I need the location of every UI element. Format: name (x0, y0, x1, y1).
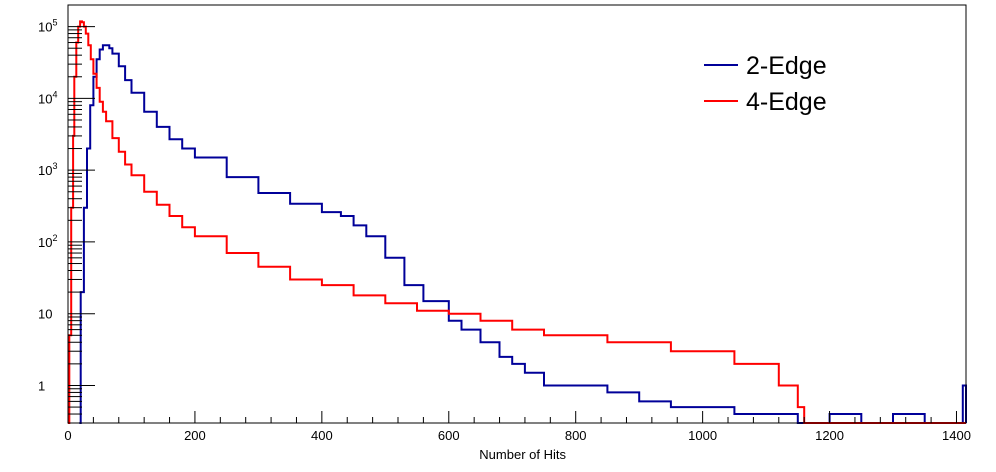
x-tick-label: 1000 (688, 428, 717, 443)
y-axis: 1 10 102 103 104 105 (38, 4, 95, 424)
x-tick-label: 1200 (815, 428, 844, 443)
series-4-edge (68, 20, 966, 424)
y-tick-label: 102 (38, 233, 57, 250)
x-tick-label: 1400 (942, 428, 971, 443)
y-tick-label: 104 (38, 89, 57, 106)
y-tick-label: 10 (38, 307, 52, 322)
series-2-edge (79, 44, 967, 424)
y-tick-label: 105 (38, 18, 57, 35)
x-axis: 0 200 400 600 800 1000 1200 1400 (64, 411, 971, 443)
y-tick-label: 1 (38, 378, 45, 393)
legend: 2-Edge 4-Edge (704, 52, 827, 116)
x-tick-label: 400 (311, 428, 333, 443)
legend-label-4-edge: 4-Edge (746, 88, 827, 116)
x-axis-title: Number of Hits (479, 447, 566, 462)
x-tick-label: 800 (565, 428, 587, 443)
x-tick-label: 0 (64, 428, 71, 443)
plot-frame (67, 4, 967, 424)
series-layer (68, 20, 967, 424)
legend-label-2-edge: 2-Edge (746, 52, 827, 80)
y-tick-label: 103 (38, 161, 57, 178)
x-tick-label: 600 (438, 428, 460, 443)
x-tick-label: 200 (184, 428, 206, 443)
